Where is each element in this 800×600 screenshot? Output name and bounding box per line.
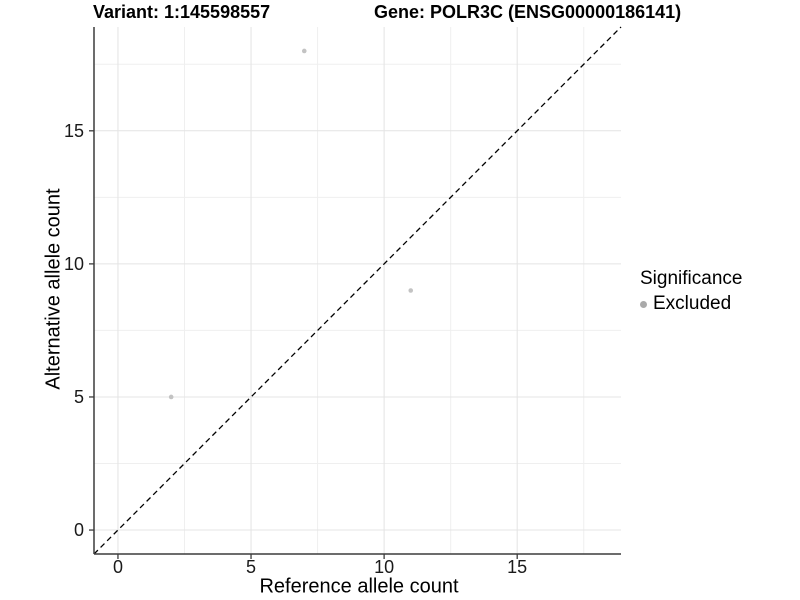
data-point xyxy=(301,48,307,54)
y-tick-label: 5 xyxy=(74,387,84,407)
identity-dashed-line xyxy=(93,26,622,555)
y-axis-title: Alternative allele count xyxy=(42,188,65,390)
x-tick-labels: 0 5 10 15 xyxy=(113,557,527,577)
x-tick-label: 10 xyxy=(374,557,394,577)
grid-major-lines xyxy=(94,27,621,554)
grid-minor-lines xyxy=(94,27,621,554)
legend: Significance Excluded xyxy=(640,268,742,315)
y-tick-label: 0 xyxy=(74,520,84,540)
y-tick-label: 15 xyxy=(64,121,84,141)
gene-title: Gene: POLR3C (ENSG00000186141) xyxy=(374,2,682,22)
variant-title: Variant: 1:145598557 xyxy=(93,2,271,22)
legend-key-dot xyxy=(640,300,647,308)
data-point xyxy=(168,394,174,400)
legend-item-label: Excluded xyxy=(653,293,732,314)
legend-item-excluded: Excluded xyxy=(640,293,742,315)
axis-lines xyxy=(93,27,621,555)
identity-line xyxy=(93,26,622,555)
tick-marks xyxy=(89,130,518,559)
legend-title: Significance xyxy=(640,268,743,289)
x-axis-title: Reference allele count xyxy=(259,575,459,598)
x-tick-label: 0 xyxy=(113,557,123,577)
data-points xyxy=(168,48,414,400)
y-tick-labels: 0 5 10 15 xyxy=(64,121,84,540)
x-tick-label: 5 xyxy=(246,557,256,577)
data-point xyxy=(408,288,414,293)
y-tick-label: 10 xyxy=(64,254,84,274)
x-tick-label: 15 xyxy=(507,557,527,577)
